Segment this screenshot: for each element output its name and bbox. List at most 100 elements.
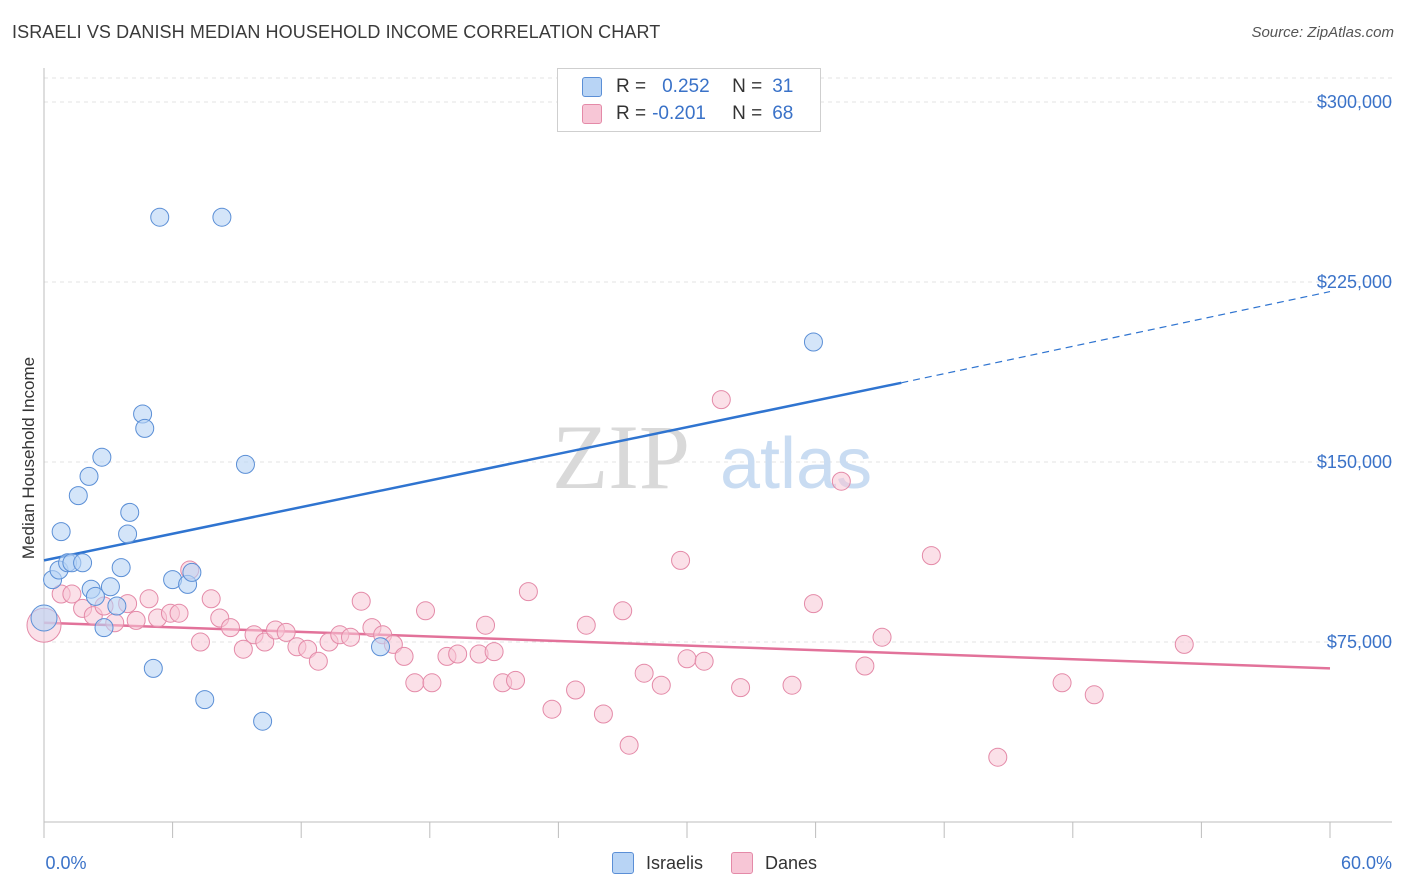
- legend-label-danes: Danes: [765, 852, 818, 873]
- israelis-point: [73, 553, 93, 573]
- danes-point: [731, 678, 751, 698]
- chart-title: ISRAELI VS DANISH MEDIAN HOUSEHOLD INCOM…: [12, 22, 661, 42]
- watermark-atlas: atlas: [720, 424, 872, 504]
- danes-point: [484, 642, 504, 662]
- danes-point: [677, 649, 697, 669]
- danes-point: [233, 639, 253, 659]
- danes-point: [518, 582, 538, 602]
- danes-point: [1084, 685, 1104, 705]
- legend-n-value: 31: [772, 76, 794, 97]
- danes-point: [126, 610, 146, 630]
- danes-point: [416, 601, 436, 621]
- danes-point: [169, 603, 189, 623]
- israelis-point: [51, 522, 71, 542]
- israelis-trend-line: [43, 381, 902, 562]
- grid-lines: [44, 77, 1392, 643]
- y-tick-label: $225,000: [1317, 272, 1392, 292]
- danes-point: [1052, 673, 1072, 693]
- israelis-point: [68, 486, 88, 506]
- y-tick-label: $150,000: [1317, 452, 1392, 472]
- danes-point: [566, 680, 586, 700]
- israelis-point: [107, 596, 127, 616]
- danes-point: [651, 675, 671, 695]
- danes-point: [694, 651, 714, 671]
- danes-point: [220, 618, 240, 638]
- danes-point: [255, 632, 275, 652]
- data-points: [26, 207, 1194, 767]
- danes-point: [921, 546, 941, 566]
- israelis-point: [150, 207, 170, 227]
- legend-item-israelis[interactable]: Israelis: [612, 852, 703, 874]
- correlation-legend: R = 0.252 N = 31 R = -0.201 N = 68: [557, 68, 821, 132]
- danes-point: [394, 646, 414, 666]
- israelis-point: [85, 586, 105, 606]
- danes-point: [1174, 634, 1194, 654]
- danes-point: [872, 627, 892, 647]
- danes-point: [542, 699, 562, 719]
- danes-swatch: [582, 104, 602, 124]
- danes-point: [593, 704, 613, 724]
- danes-point: [351, 591, 371, 611]
- legend-item-danes[interactable]: Danes: [731, 852, 817, 874]
- legend-label-israelis: Israelis: [646, 852, 704, 873]
- danes-point: [190, 632, 210, 652]
- series-legend: Israelis Danes: [612, 852, 845, 874]
- israelis-point: [79, 466, 99, 486]
- israelis-point: [212, 207, 232, 227]
- israelis-point: [111, 558, 131, 578]
- danes-point: [619, 735, 639, 755]
- israelis-point: [253, 711, 273, 731]
- legend-n-label: N =: [732, 76, 763, 97]
- danes-point: [448, 644, 468, 664]
- danes-point: [62, 584, 82, 604]
- israelis-point: [120, 502, 140, 522]
- israelis-point: [92, 447, 112, 467]
- danes-point: [139, 589, 159, 609]
- legend-row-danes: R = -0.201 N = 68: [582, 102, 794, 126]
- danes-point: [671, 550, 691, 570]
- danes-point: [782, 675, 802, 695]
- israelis-point: [235, 454, 255, 474]
- y-axis-label: Median Household Income: [19, 357, 38, 559]
- israelis-point: [143, 658, 163, 678]
- danes-point: [831, 471, 851, 491]
- danes-point: [613, 601, 633, 621]
- danes-point: [576, 615, 596, 635]
- legend-r-label: R =: [616, 103, 647, 124]
- danes-point: [340, 627, 360, 647]
- watermark-zip: ZIP: [552, 406, 690, 508]
- y-tick-label: $300,000: [1317, 92, 1392, 112]
- israelis-point: [94, 618, 114, 638]
- danes-point: [988, 747, 1008, 767]
- israelis-point: [371, 637, 391, 657]
- danes-point: [298, 639, 318, 659]
- x-tick-label: 60.0%: [1341, 853, 1392, 873]
- legend-row-israelis: R = 0.252 N = 31: [582, 75, 794, 99]
- danes-point: [855, 656, 875, 676]
- x-tick-label: 0.0%: [45, 853, 86, 873]
- danes-point: [476, 615, 496, 635]
- chart-source: Source: ZipAtlas.com: [1251, 24, 1394, 41]
- legend-r-value: 0.252: [662, 76, 710, 97]
- legend-n-label: N =: [732, 103, 763, 124]
- legend-r-value: -0.201: [652, 103, 706, 124]
- danes-point: [634, 663, 654, 683]
- israelis-point: [182, 562, 202, 582]
- israelis-point: [803, 332, 823, 352]
- danes-point: [201, 589, 221, 609]
- danes-point: [711, 390, 731, 410]
- tick-labels: $75,000 $150,000 $225,000 $300,000 0.0% 60.0%: [45, 92, 1392, 873]
- legend-n-value: 68: [772, 103, 794, 124]
- danes-point: [405, 673, 425, 693]
- israelis-trend-extension: [901, 291, 1331, 384]
- israelis-swatch: [582, 77, 602, 97]
- y-tick-label: $75,000: [1327, 632, 1392, 652]
- danes-point: [308, 651, 328, 671]
- israelis-swatch: [612, 852, 634, 874]
- legend-r-label: R =: [616, 76, 647, 97]
- axes: [43, 68, 1392, 838]
- danes-point: [422, 673, 442, 693]
- israelis-point: [100, 577, 120, 597]
- danes-point: [803, 594, 823, 614]
